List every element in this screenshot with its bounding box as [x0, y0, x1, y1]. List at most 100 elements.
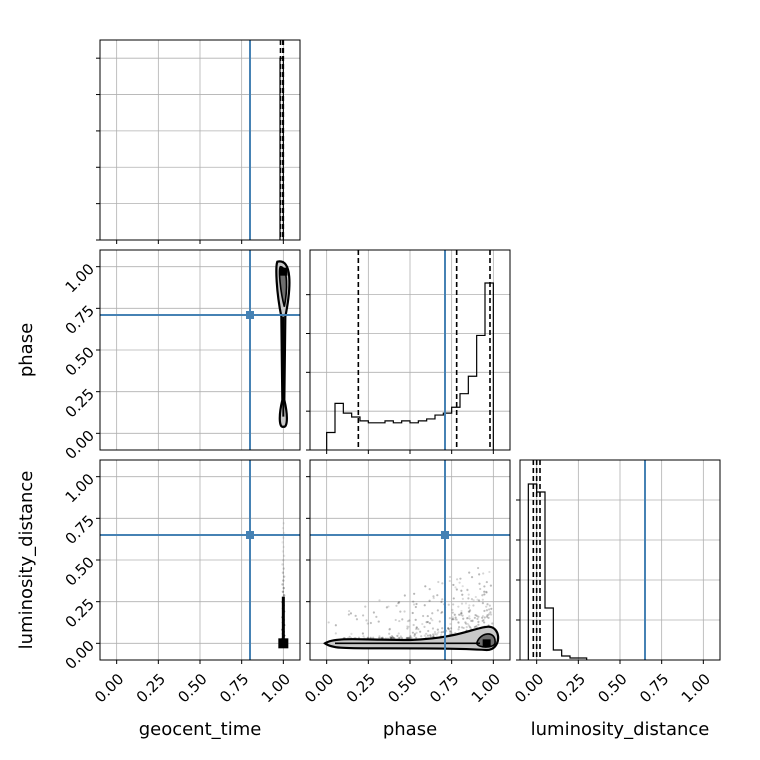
sample-point: [461, 614, 464, 617]
sample-point: [474, 613, 477, 617]
sample-point: [466, 588, 469, 591]
sample-point: [411, 611, 414, 615]
sample-point: [483, 616, 486, 619]
sample-point: [392, 636, 396, 640]
sample-point: [434, 632, 437, 636]
sample-point: [447, 627, 450, 630]
sample-point: [413, 592, 416, 595]
sample-point: [349, 612, 353, 615]
sample-point: [460, 602, 464, 605]
sample-point: [477, 599, 481, 602]
x-tick-label: 1.00: [258, 670, 294, 706]
panel-content: [100, 460, 300, 660]
sample-point: [433, 630, 437, 634]
sample-point: [282, 522, 285, 525]
sample-point: [486, 614, 489, 617]
sample-point: [476, 598, 479, 601]
sample-point: [426, 634, 430, 637]
sample-point: [436, 609, 439, 612]
sample-point: [468, 625, 471, 628]
sample-point: [281, 583, 284, 586]
sample-point: [478, 582, 481, 585]
sample-point: [406, 627, 409, 630]
sample-point: [347, 609, 351, 613]
x-tick-label: 1.00: [468, 670, 504, 706]
sample-point: [485, 590, 488, 593]
sample-point: [282, 586, 285, 590]
sample-point: [452, 583, 455, 587]
sample-point: [482, 618, 485, 622]
sample-point: [470, 576, 474, 579]
sample-point: [477, 620, 480, 624]
sample-point: [412, 600, 415, 603]
sample-point: [460, 609, 463, 613]
sample-point: [455, 618, 458, 621]
sample-point: [436, 594, 439, 597]
sample-point: [489, 584, 492, 587]
sample-point: [481, 602, 485, 605]
truth-marker: [246, 311, 254, 319]
sample-point: [408, 619, 411, 622]
x-tick-label: 0.75: [426, 670, 462, 706]
sample-point: [478, 573, 481, 576]
sample-point: [406, 625, 409, 628]
sample-point: [458, 581, 461, 584]
truth-marker: [441, 531, 449, 539]
sample-point: [281, 571, 285, 574]
density-peak-marker: [278, 638, 289, 649]
sample-point: [375, 615, 378, 618]
y-tick-label: 0.50: [62, 553, 98, 589]
sample-point: [378, 635, 381, 638]
sample-point: [471, 619, 474, 622]
sample-point: [394, 618, 397, 622]
sample-point: [413, 633, 416, 636]
sample-point: [452, 597, 455, 600]
sample-point: [403, 594, 406, 597]
sample-point: [388, 627, 392, 630]
x-tick-label: 0.50: [594, 670, 630, 706]
x-tick-label: 0.75: [636, 670, 672, 706]
sample-point: [464, 602, 468, 605]
sample-point: [469, 619, 473, 622]
sample-point: [454, 616, 457, 619]
sample-point: [399, 635, 402, 638]
sample-point: [424, 585, 427, 588]
sample-point: [481, 598, 484, 601]
x-axis-label: luminosity_distance: [531, 719, 710, 740]
sample-point: [388, 628, 391, 631]
sample-point: [449, 630, 452, 633]
sample-point: [468, 604, 471, 607]
sample-point: [448, 579, 451, 583]
sample-point: [398, 636, 401, 640]
sample-point: [452, 603, 455, 606]
sample-point: [413, 634, 416, 637]
sample-point: [479, 587, 482, 591]
sample-point: [466, 622, 469, 626]
sample-point: [451, 611, 454, 614]
sample-point: [451, 608, 454, 611]
sample-point: [460, 612, 463, 615]
density-peak-marker: [482, 639, 491, 648]
sample-point: [486, 603, 489, 606]
sample-point: [389, 636, 392, 640]
sample-point: [411, 631, 415, 634]
sample-point: [468, 615, 471, 618]
x-tick-label: 1.00: [678, 670, 714, 706]
sample-point: [459, 613, 463, 616]
y-tick-label: 0.25: [62, 385, 98, 421]
sample-point: [431, 619, 434, 622]
corner-plot-layer: 0.00 0.25 0.50 0.75 1.00 0.00 0.25 0.50 0.75 1.00…: [16, 39, 721, 740]
sample-point: [436, 628, 439, 631]
truth-marker: [246, 531, 254, 539]
sample-point: [385, 606, 388, 609]
sample-point: [448, 628, 451, 631]
sample-point: [455, 588, 458, 591]
sample-point: [474, 595, 477, 599]
sample-point: [429, 634, 432, 637]
sample-point: [465, 617, 469, 620]
y-tick-label: 0.25: [62, 595, 98, 631]
sample-point: [429, 617, 433, 620]
sample-point: [467, 593, 470, 596]
sample-point: [470, 598, 474, 601]
sample-point: [426, 620, 430, 624]
